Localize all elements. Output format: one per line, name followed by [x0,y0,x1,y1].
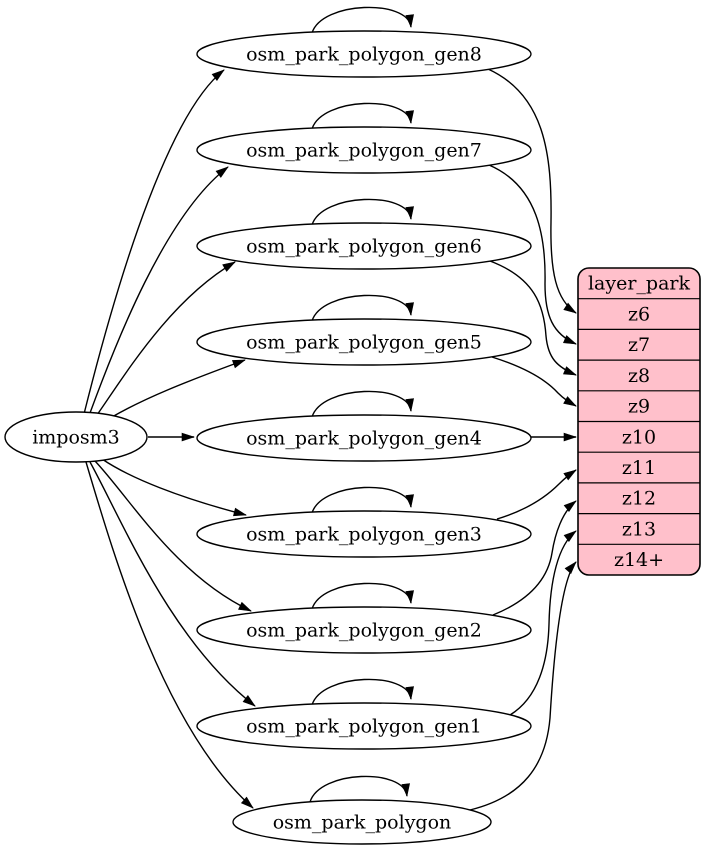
gen8-ellipse [196,30,532,78]
edge-osm-park-polygon-gen6-to-z8 [489,260,577,376]
node-osm-park-polygon-gen7: osm_park_polygon_gen7 [196,126,532,174]
gen5-ellipse [196,318,532,366]
edge-osm-park-polygon-gen1-to-z13 [509,530,577,716]
self-loop-osm-park-polygon-gen1 [311,678,414,706]
edge-osm-park-polygon-gen7-to-z7 [488,164,577,345]
edge-osm-park-polygon-to-z14 [469,561,577,811]
osm-park-polygon-label: osm_park_polygon [273,812,452,834]
gen2-label: osm_park_polygon_gen2 [246,620,482,642]
self-loop-osm-park-polygon-gen3 [311,486,414,514]
osm-park-polygon-ellipse [232,799,492,845]
node-osm-park-polygon-gen6: osm_park_polygon_gen6 [196,222,532,270]
imposm3-ellipse [4,411,148,463]
layer-row-z12: z12 [622,488,656,510]
table-layer-park: layer_park z6 z7 z8 z9 z10 z11 z12 z13 z… [577,267,701,576]
node-osm-park-polygon-gen4: osm_park_polygon_gen4 [196,414,532,462]
layer-row-z7: z7 [628,334,650,356]
edge-imposm3-to-osm-park-polygon-gen7 [89,166,229,414]
self-loop-osm-park-polygon-gen4 [311,390,414,418]
self-loop-osm-park-polygon-gen7 [311,102,414,130]
gen6-label: osm_park_polygon_gen6 [246,236,482,258]
layer-row-z10: z10 [622,427,656,449]
edges-from-source [83,69,256,809]
node-osm-park-polygon-gen3: osm_park_polygon_gen3 [196,510,532,558]
edge-osm-park-polygon-gen2-to-z12 [492,500,577,616]
edge-osm-park-polygon-gen8-to-z6 [487,68,577,314]
imposm3-label: imposm3 [32,427,120,449]
gen2-ellipse [196,606,532,654]
gen1-label: osm_park_polygon_gen1 [246,716,482,738]
gen1-ellipse [196,702,532,750]
edge-osm-park-polygon-gen5-to-z9 [491,356,577,407]
layer-row-z8: z8 [628,365,650,387]
gen8-label: osm_park_polygon_gen8 [246,44,482,66]
gen5-label: osm_park_polygon_gen5 [246,332,482,354]
self-loop-osm-park-polygon [309,775,410,803]
layer-row-z13: z13 [622,519,656,541]
self-loop-osm-park-polygon-gen6 [311,198,414,226]
node-osm-park-polygon-gen8: osm_park_polygon_gen8 [196,30,532,78]
gen7-ellipse [196,126,532,174]
layer-row-z14: z14+ [614,549,664,571]
edge-osm-park-polygon-gen3-to-z11 [496,469,577,520]
edge-imposm3-to-osm-park-polygon-gen1 [89,461,256,707]
layer-row-z9: z9 [628,396,650,418]
layer-row-z6: z6 [628,304,650,326]
edges-to-layer [469,68,577,811]
gen3-label: osm_park_polygon_gen3 [246,524,482,546]
node-osm-park-polygon: osm_park_polygon [232,799,492,845]
edge-imposm3-to-osm-park-polygon [85,461,254,809]
edge-imposm3-to-osm-park-polygon-gen8 [83,69,225,415]
edge-imposm3-to-osm-park-polygon-gen3 [101,458,247,517]
gen4-label: osm_park_polygon_gen4 [246,428,482,450]
edge-imposm3-to-osm-park-polygon-gen6 [96,261,236,416]
node-osm-park-polygon-gen1: osm_park_polygon_gen1 [196,702,532,750]
self-loop-osm-park-polygon-gen5 [311,294,414,322]
self-loop-osm-park-polygon-gen2 [311,582,414,610]
node-osm-park-polygon-gen2: osm_park_polygon_gen2 [196,606,532,654]
gen4-ellipse [196,414,532,462]
self-loop-osm-park-polygon-gen8 [311,6,414,34]
self-loops [309,6,414,803]
node-osm-park-polygon-gen5: osm_park_polygon_gen5 [196,318,532,366]
edge-imposm3-to-osm-park-polygon-gen2 [94,460,252,612]
layer-row-z11: z11 [622,457,656,479]
node-imposm3: imposm3 [4,411,148,463]
layer-park-title: layer_park [588,273,691,295]
gen3-ellipse [196,510,532,558]
gen7-label: osm_park_polygon_gen7 [246,140,482,162]
edge-imposm3-to-osm-park-polygon-gen5 [111,359,246,418]
gen6-ellipse [196,222,532,270]
